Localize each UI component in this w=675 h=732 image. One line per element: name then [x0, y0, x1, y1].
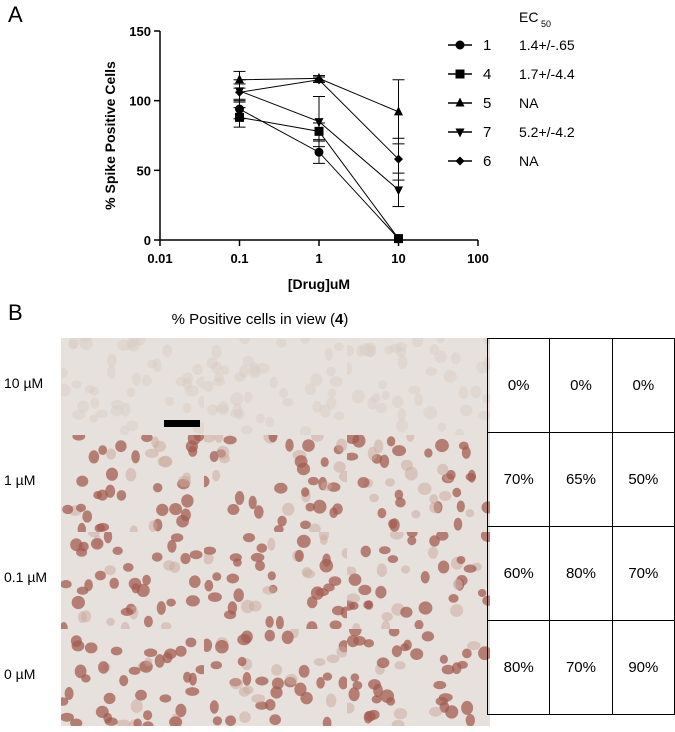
- legend-label-5: 5: [483, 95, 491, 112]
- table-cell: 90%: [611, 620, 675, 715]
- table-row: 70% 65% 50%: [486, 432, 675, 527]
- micrograph-title: % Positive cells in view (4): [60, 311, 460, 328]
- micrograph-tile: [61, 435, 204, 532]
- y-tick-label: 150: [129, 24, 151, 39]
- data-point-6: [235, 87, 244, 97]
- table-cell: 65%: [549, 432, 613, 527]
- legend-label-1: 1: [483, 37, 491, 54]
- legend-marker-4: [455, 69, 465, 79]
- data-point-7: [314, 118, 324, 128]
- panel-a-label: A: [8, 2, 23, 27]
- legend-marker-6: [455, 156, 465, 166]
- table-cell: 80%: [486, 620, 551, 715]
- percent-positive-table: 0% 0% 0% 70% 65% 50% 60% 80% 70% 80% 70%…: [486, 338, 675, 715]
- y-tick-label: 50: [137, 163, 151, 178]
- table-cell: 50%: [611, 432, 675, 527]
- data-point-7: [394, 186, 403, 196]
- legend-ec50-4: 1.7+/-4.4: [519, 66, 575, 82]
- micrograph-tile: [204, 435, 347, 532]
- table-cell: 80%: [549, 526, 613, 621]
- row-label-1um: 1 µM: [4, 472, 36, 488]
- micrograph-title-suffix: ): [343, 311, 349, 328]
- table-cell: 70%: [611, 526, 675, 621]
- table-cell: 70%: [486, 432, 551, 527]
- legend-ec50-5: NA: [519, 95, 539, 111]
- y-tick-label: 100: [129, 94, 151, 109]
- y-tick-label: 0: [144, 233, 151, 248]
- legend-marker-1: [455, 40, 465, 50]
- legend-ec50-7: 5.2+/-4.2: [519, 124, 575, 140]
- x-tick-label: 1: [315, 251, 322, 266]
- panel-b-label: B: [8, 300, 23, 325]
- table-row: 0% 0% 0%: [486, 338, 675, 433]
- micrograph-tile: [61, 338, 204, 435]
- table-cell: 0%: [486, 338, 551, 433]
- legend-label-4: 4: [483, 66, 491, 83]
- legend-marker-5: [455, 97, 465, 107]
- data-point-4: [394, 234, 403, 244]
- data-point-4: [235, 112, 244, 122]
- row-label-0um: 0 µM: [4, 666, 36, 682]
- micrograph-tile: [204, 629, 347, 726]
- micrograph-tile: [347, 629, 490, 726]
- row-label-0-1um: 0.1 µM: [4, 569, 48, 585]
- x-tick-label: 100: [467, 251, 489, 266]
- legend-title: EC: [519, 9, 538, 25]
- micrograph-tile: [61, 629, 204, 726]
- table-cell: 0%: [549, 338, 613, 433]
- x-tick-label: 0.01: [147, 251, 172, 266]
- micrograph-title-compound: 4: [335, 311, 344, 328]
- y-axis-label: % Spike Positive Cells: [102, 61, 118, 210]
- legend-ec50-6: NA: [519, 153, 539, 169]
- data-point-5: [394, 106, 403, 116]
- micrograph-tile: [61, 532, 204, 629]
- table-row: 80% 70% 90%: [486, 620, 675, 715]
- micrograph-tile: [347, 338, 490, 435]
- data-point-1: [314, 147, 324, 157]
- table-cell: 60%: [486, 526, 551, 621]
- table-row: 60% 80% 70%: [486, 526, 675, 621]
- data-point-6: [314, 75, 324, 85]
- legend-label-7: 7: [483, 124, 491, 141]
- micrograph-tile: [204, 338, 347, 435]
- legend-label-6: 6: [483, 153, 491, 170]
- micrograph-tile: [204, 532, 347, 629]
- micrograph-tile: [347, 435, 490, 532]
- x-tick-label: 0.1: [230, 251, 248, 266]
- data-point-6: [394, 154, 403, 164]
- x-axis-label: [Drug]uM: [288, 276, 350, 292]
- micrograph-title-prefix: % Positive cells in view (: [171, 311, 336, 328]
- legend-ec50-1: 1.4+/-.65: [519, 37, 575, 53]
- data-point-5: [235, 74, 244, 84]
- row-label-10um: 10 µM: [4, 375, 44, 391]
- legend-title-subscript: 50: [541, 19, 551, 29]
- micrograph-tile: [347, 532, 490, 629]
- table-cell: 70%: [549, 620, 613, 715]
- table-cell: 0%: [611, 338, 675, 433]
- scale-bar: [164, 420, 200, 427]
- legend-marker-7: [455, 128, 465, 138]
- x-tick-label: 10: [391, 251, 405, 266]
